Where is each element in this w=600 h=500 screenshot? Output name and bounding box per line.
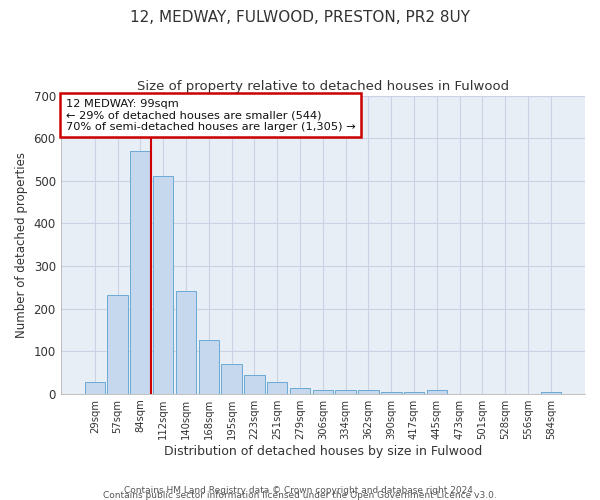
- Bar: [85, 382, 105, 394]
- Bar: [381, 392, 401, 394]
- Bar: [335, 390, 356, 394]
- Bar: [427, 390, 447, 394]
- Bar: [313, 390, 333, 394]
- Bar: [290, 388, 310, 394]
- Bar: [176, 291, 196, 394]
- Y-axis label: Number of detached properties: Number of detached properties: [15, 152, 28, 338]
- Text: Contains HM Land Registry data © Crown copyright and database right 2024.: Contains HM Land Registry data © Crown c…: [124, 486, 476, 495]
- Bar: [221, 364, 242, 394]
- Text: 12 MEDWAY: 99sqm
← 29% of detached houses are smaller (544)
70% of semi-detached: 12 MEDWAY: 99sqm ← 29% of detached house…: [66, 98, 356, 132]
- Bar: [244, 376, 265, 394]
- Text: 12, MEDWAY, FULWOOD, PRESTON, PR2 8UY: 12, MEDWAY, FULWOOD, PRESTON, PR2 8UY: [130, 10, 470, 25]
- Bar: [153, 176, 173, 394]
- Bar: [404, 392, 424, 394]
- Bar: [107, 295, 128, 394]
- Bar: [130, 150, 151, 394]
- Bar: [358, 390, 379, 394]
- Bar: [541, 392, 561, 394]
- Bar: [267, 382, 287, 394]
- X-axis label: Distribution of detached houses by size in Fulwood: Distribution of detached houses by size …: [164, 444, 482, 458]
- Title: Size of property relative to detached houses in Fulwood: Size of property relative to detached ho…: [137, 80, 509, 93]
- Text: Contains public sector information licensed under the Open Government Licence v3: Contains public sector information licen…: [103, 491, 497, 500]
- Bar: [199, 340, 219, 394]
